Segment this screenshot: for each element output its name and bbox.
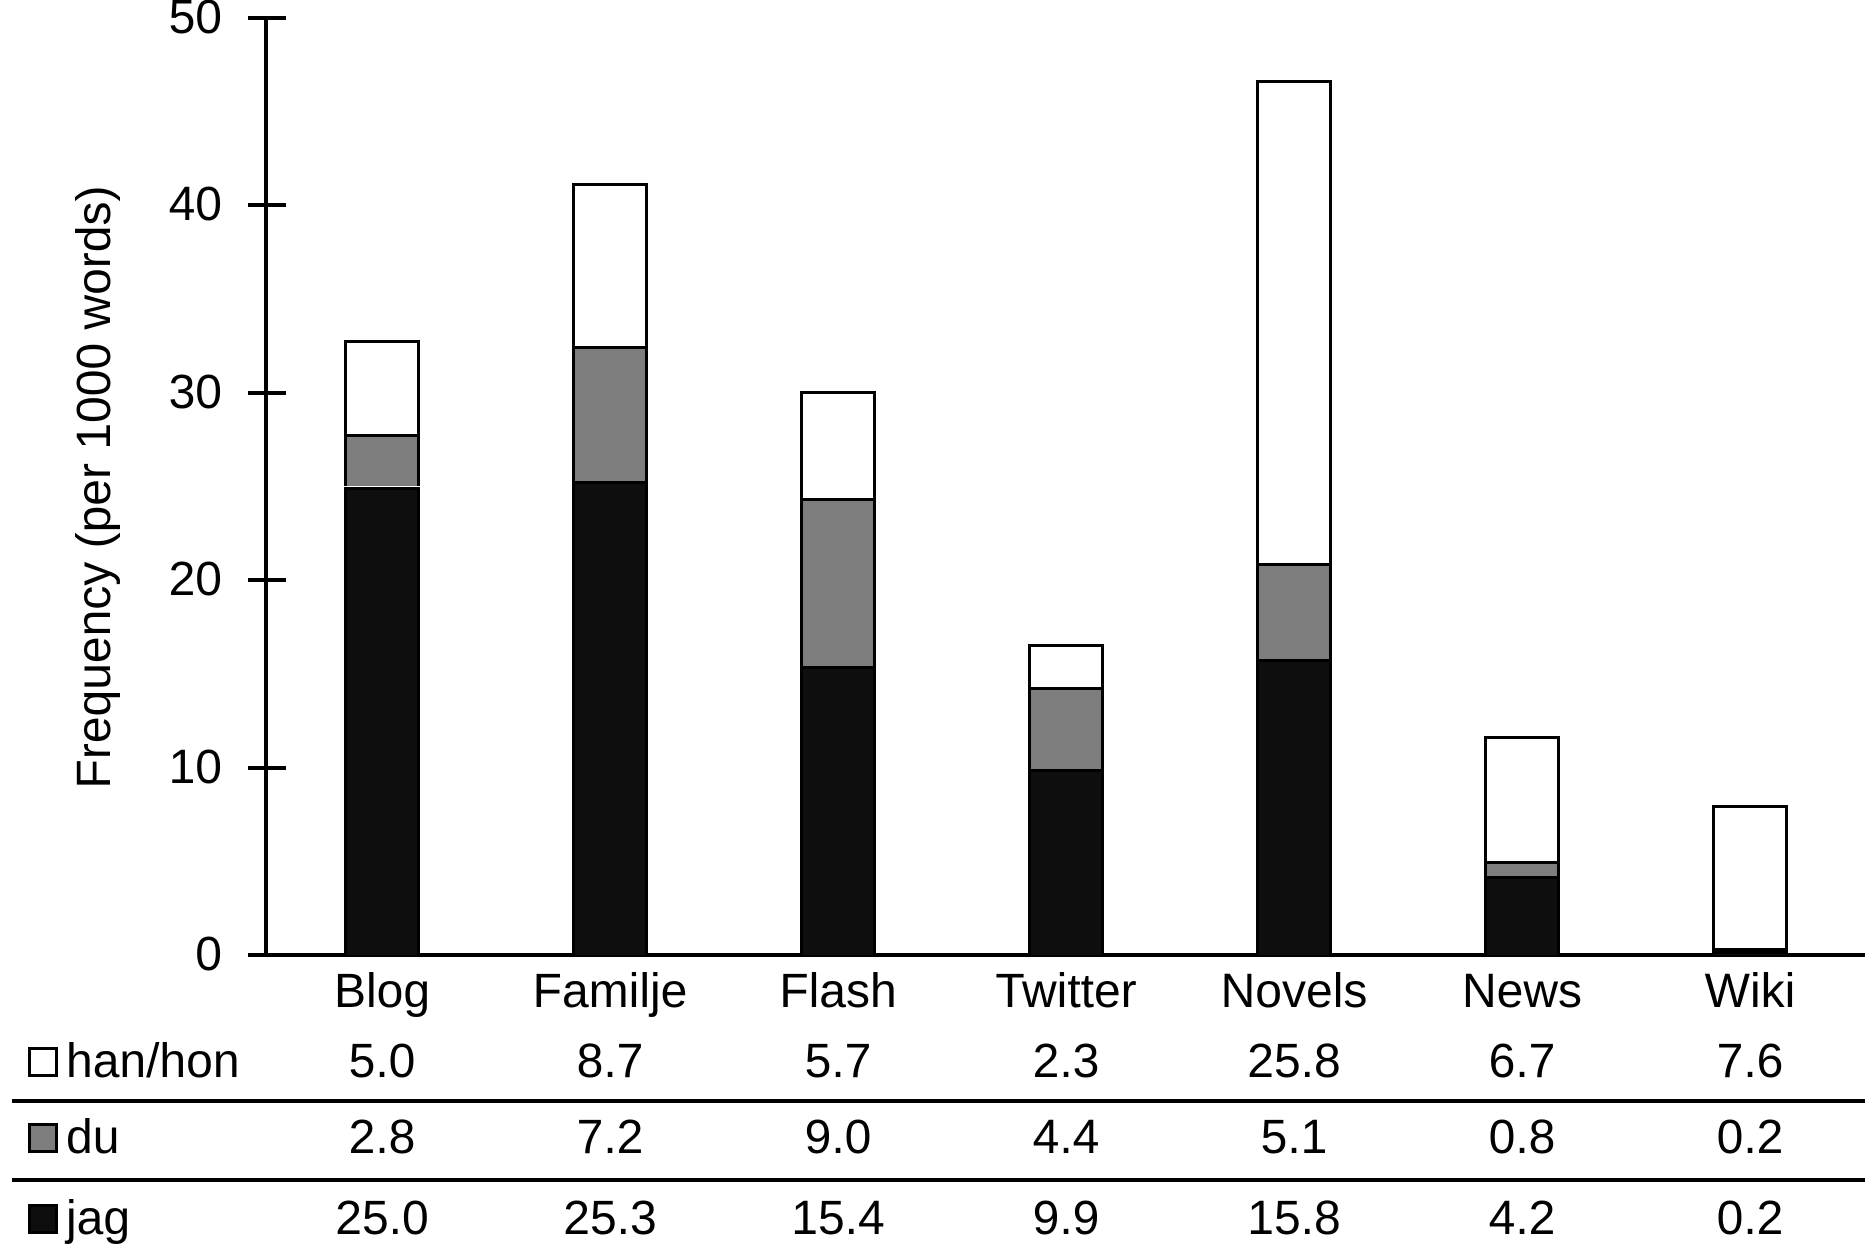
bar-segment-hanhon-blog: [344, 340, 420, 434]
table-value: 6.7: [1488, 1035, 1556, 1088]
table-divider-line: [12, 1178, 1865, 1182]
bar-segment-hanhon-twitter: [1028, 643, 1104, 687]
bar-segment-jag-wiki: [1712, 951, 1788, 955]
table-value: 8.7: [576, 1035, 644, 1088]
bar-segment-du-wiki: [1712, 947, 1788, 952]
y-axis-line: [264, 16, 268, 957]
y-tick: [248, 953, 286, 957]
legend-label: du: [66, 1111, 120, 1164]
y-tick: [248, 765, 286, 770]
table-value: 4.2: [1488, 1192, 1556, 1245]
y-tick-label: 0: [195, 928, 222, 981]
bar-segment-jag-familje: [572, 480, 648, 955]
y-tick: [248, 578, 286, 583]
table-value: 25.0: [335, 1192, 429, 1245]
table-value: 9.9: [1032, 1192, 1100, 1245]
bar-segment-du-novels: [1256, 563, 1332, 659]
table-value: 0.8: [1488, 1111, 1556, 1164]
legend-row-hanhon: han/hon: [28, 1036, 240, 1088]
table-value: 9.0: [804, 1111, 872, 1164]
y-axis-title: Frequency (per 1000 words): [68, 185, 121, 789]
bar-segment-jag-news: [1484, 876, 1560, 955]
table-value: 7.2: [576, 1111, 644, 1164]
table-value: 5.0: [348, 1035, 416, 1088]
table-value: 25.3: [563, 1192, 657, 1245]
bar-segment-jag-flash: [800, 666, 876, 955]
table-value: 7.6: [1716, 1035, 1784, 1088]
y-tick-label: 30: [168, 365, 222, 419]
bar-segment-hanhon-familje: [572, 182, 648, 346]
bar-segment-du-familje: [572, 345, 648, 481]
bar-segment-jag-blog: [344, 486, 420, 955]
legend-label: jag: [66, 1192, 131, 1245]
bar-segment-jag-twitter: [1028, 769, 1104, 955]
x-tick-label: Familje: [532, 965, 688, 1018]
bar-segment-du-news: [1484, 861, 1560, 877]
legend-swatch-du: [28, 1123, 58, 1153]
table-value: 2.8: [348, 1111, 416, 1164]
bar-segment-hanhon-flash: [800, 390, 876, 498]
legend-row-jag: jag: [28, 1193, 130, 1245]
legend-swatch-hanhon: [28, 1047, 58, 1077]
y-tick-label: 50: [168, 0, 222, 44]
bar-segment-hanhon-news: [1484, 735, 1560, 862]
y-tick: [248, 16, 286, 20]
x-tick-label: Twitter: [995, 965, 1137, 1018]
legend-swatch-jag: [28, 1204, 58, 1234]
table-value: 4.4: [1032, 1111, 1100, 1164]
y-tick: [248, 390, 286, 395]
table-value: 15.4: [791, 1192, 885, 1245]
x-tick-label: Blog: [333, 965, 431, 1018]
x-axis-line: [264, 953, 1865, 957]
x-tick-label: Novels: [1220, 965, 1368, 1018]
bar-segment-jag-novels: [1256, 658, 1332, 955]
table-value: 25.8: [1247, 1035, 1341, 1088]
bar-segment-du-twitter: [1028, 687, 1104, 770]
table-divider-line: [12, 1099, 1865, 1103]
table-value: 5.1: [1260, 1111, 1328, 1164]
bar-segment-du-blog: [344, 434, 420, 487]
legend-row-du: du: [28, 1112, 119, 1164]
y-tick: [248, 203, 286, 208]
table-value: 5.7: [804, 1035, 872, 1088]
y-tick-label: 40: [168, 178, 222, 232]
y-tick-label: 10: [168, 740, 222, 794]
x-tick-label: Wiki: [1704, 965, 1796, 1018]
x-tick-label: Flash: [779, 965, 897, 1018]
bar-segment-du-flash: [800, 497, 876, 667]
table-value: 15.8: [1247, 1192, 1341, 1245]
table-value: 0.2: [1716, 1111, 1784, 1164]
bar-segment-hanhon-novels: [1256, 79, 1332, 564]
legend-label: han/hon: [66, 1035, 240, 1088]
x-tick-label: News: [1461, 965, 1583, 1018]
table-value: 0.2: [1716, 1192, 1784, 1245]
y-tick-label: 20: [168, 553, 222, 607]
bar-segment-hanhon-wiki: [1712, 805, 1788, 948]
table-value: 2.3: [1032, 1035, 1100, 1088]
